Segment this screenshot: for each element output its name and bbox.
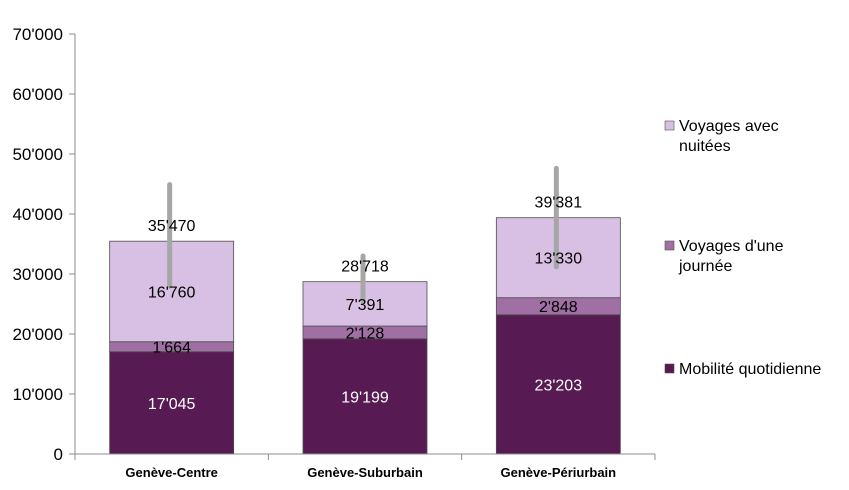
- total-value-label: 39'381: [535, 195, 583, 212]
- y-tick-label: 0: [54, 445, 63, 464]
- total-value-label: 28'718: [341, 259, 389, 276]
- x-category-label: Genève-Périurbain: [501, 465, 617, 480]
- segment-value-label: 23'203: [535, 377, 583, 394]
- bars: [109, 217, 621, 455]
- segment-value-label: 16'760: [148, 284, 196, 301]
- y-tick-label: 50'000: [12, 145, 63, 164]
- y-tick-label: 30'000: [12, 265, 63, 284]
- segment-value-label: 19'199: [341, 389, 389, 406]
- y-tick-label: 40'000: [12, 205, 63, 224]
- x-category-label: Genève-Suburbain: [307, 465, 423, 480]
- legend-swatch: [664, 120, 675, 131]
- bar-segment: [495, 314, 621, 455]
- x-category-label: Genève-Centre: [125, 465, 217, 480]
- legend-swatch: [664, 240, 675, 251]
- bar-segment: [109, 351, 235, 455]
- legend-label: Mobilité quotidienne: [679, 361, 821, 378]
- segment-value-label: 17'045: [148, 396, 196, 413]
- y-tick-label: 20'000: [12, 325, 63, 344]
- legend-label: journée: [678, 258, 732, 275]
- segment-value-label: 7'391: [346, 297, 385, 314]
- y-tick-label: 60'000: [12, 85, 63, 104]
- legend-label: Voyages avec: [679, 118, 779, 135]
- segment-value-label: 1'664: [152, 340, 191, 357]
- legend: Voyages avec nuitées Voyages d'une journée M…: [664, 118, 821, 378]
- y-tick-label: 10'000: [12, 385, 63, 404]
- error-bars: [167, 165, 559, 304]
- segment-value-label: 2'848: [539, 299, 578, 316]
- segment-value-label: 13'330: [535, 251, 583, 268]
- total-value-label: 35'470: [148, 218, 196, 235]
- bar-segment: [302, 338, 428, 455]
- legend-label: nuitées: [679, 138, 731, 155]
- y-tick-label: 70'000: [12, 25, 63, 44]
- data-labels: 17'045 1'664 16'760 35'470 19'199 2'128 7'391 2…: [148, 195, 582, 413]
- x-axis: Genève-Centre Genève-Suburbain Genève-Péri…: [74, 453, 656, 480]
- legend-swatch: [664, 363, 675, 374]
- y-axis: 0 10'000 20'000 30'000 40'000 50'000 60'000 70'…: [12, 25, 76, 464]
- segment-value-label: 2'128: [346, 325, 385, 342]
- legend-label: Voyages d'une: [679, 238, 784, 255]
